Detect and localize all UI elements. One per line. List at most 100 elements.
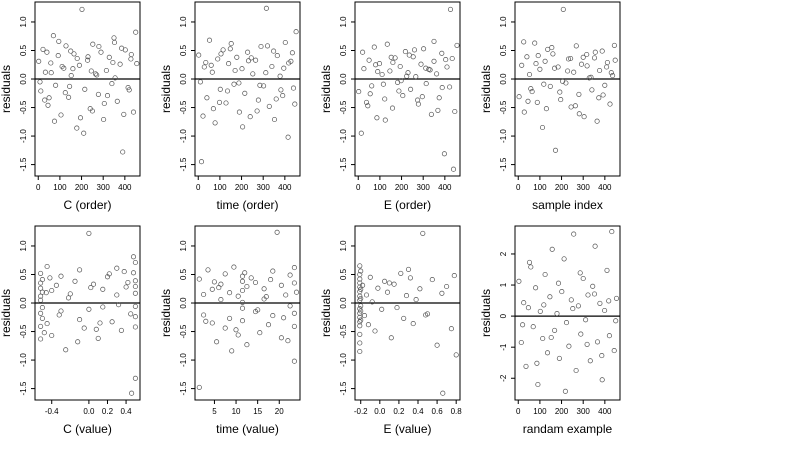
data-point (224, 88, 231, 94)
y-tick-label: -1.5 (499, 157, 508, 171)
data-point (120, 149, 126, 155)
data-point (525, 98, 531, 104)
data-point (233, 327, 239, 333)
data-point (281, 315, 287, 321)
x-tick-label: -0.4 (45, 407, 59, 416)
y-tick-label: -0.5 (179, 324, 188, 338)
data-point (580, 54, 586, 60)
data-point (357, 348, 363, 355)
data-point (434, 342, 440, 348)
plot-frame (194, 1, 301, 177)
data-point (109, 319, 115, 325)
data-point (571, 231, 577, 237)
data-point (223, 100, 229, 106)
x-tick-label: 0 (516, 183, 521, 192)
data-point (571, 69, 577, 75)
data-point (450, 166, 457, 172)
data-point (431, 38, 437, 44)
data-point (255, 307, 261, 313)
x-axis-label: C (order) (63, 198, 111, 212)
y-tick-label: 1.0 (19, 16, 28, 28)
x-tick-label: 400 (598, 183, 612, 192)
data-point (565, 68, 571, 74)
data-point (239, 66, 245, 72)
data-point (227, 315, 233, 321)
data-point (132, 375, 138, 381)
data-point (214, 339, 220, 345)
data-point (436, 95, 442, 101)
data-point (363, 292, 370, 298)
panel-8: 0 100 200 300 400 -2 -1 0 1 2 randam example residu… (479, 225, 621, 436)
data-point (521, 300, 527, 306)
data-point (292, 101, 298, 107)
data-point (38, 336, 44, 342)
data-point (561, 256, 567, 262)
data-point (521, 109, 527, 115)
x-tick-label: 0.0 (83, 407, 95, 416)
data-point (537, 66, 543, 72)
data-point (130, 270, 137, 276)
data-point (521, 39, 527, 45)
data-point (44, 321, 50, 327)
data-point (114, 265, 120, 271)
data-point (88, 285, 94, 291)
data-point (119, 45, 125, 51)
panel-1: 0 100 200 300 400 -1.5 -1.0 -0.5 0.0 0.5 1.0 C (ord… (0, 1, 141, 212)
data-point (394, 305, 400, 311)
data-point (373, 62, 379, 68)
data-point (37, 79, 43, 85)
data-point (274, 229, 280, 235)
data-point (604, 59, 610, 66)
data-point (123, 284, 129, 290)
scatter-points (196, 229, 300, 390)
data-point (244, 283, 250, 290)
data-point (371, 44, 377, 50)
x-tick-label: 100 (533, 183, 547, 192)
data-point (77, 115, 84, 121)
data-point (602, 82, 608, 88)
data-point (541, 302, 547, 308)
data-point (285, 134, 291, 140)
data-point (130, 109, 137, 115)
data-point (245, 58, 252, 64)
data-point (257, 330, 263, 336)
data-point (367, 274, 373, 280)
data-point (592, 49, 598, 55)
data-point (258, 43, 264, 50)
x-axis-label: randam example (523, 422, 613, 436)
data-point (68, 48, 74, 54)
data-point (525, 305, 531, 311)
data-point (76, 62, 82, 68)
data-point (568, 104, 574, 110)
y-tick-label: 1.0 (499, 16, 508, 28)
data-point (218, 51, 224, 57)
data-point (67, 83, 73, 89)
scatter-points (516, 6, 618, 153)
plot-frame (34, 1, 141, 177)
y-tick-label: -0.5 (499, 100, 508, 114)
data-point (247, 114, 253, 120)
data-point (606, 298, 612, 304)
data-point (261, 286, 267, 292)
data-point (263, 70, 269, 76)
data-point (239, 318, 246, 324)
data-point (66, 94, 72, 100)
data-point (48, 60, 54, 66)
data-point (374, 115, 380, 121)
data-point (204, 95, 210, 101)
x-tick-label: 300 (257, 183, 271, 192)
data-point (201, 312, 207, 318)
data-point (392, 55, 398, 61)
data-point (580, 275, 586, 282)
y-tick-label: -1.5 (19, 381, 28, 395)
data-point (419, 94, 425, 100)
data-point (211, 279, 217, 285)
data-point (48, 70, 54, 76)
data-point (396, 88, 402, 94)
data-point (549, 45, 555, 51)
y-tick-label: 2 (499, 251, 508, 256)
data-point (440, 390, 446, 396)
x-tick-label: 0.2 (393, 407, 405, 416)
data-point (112, 75, 118, 81)
plot-frame (194, 225, 301, 401)
